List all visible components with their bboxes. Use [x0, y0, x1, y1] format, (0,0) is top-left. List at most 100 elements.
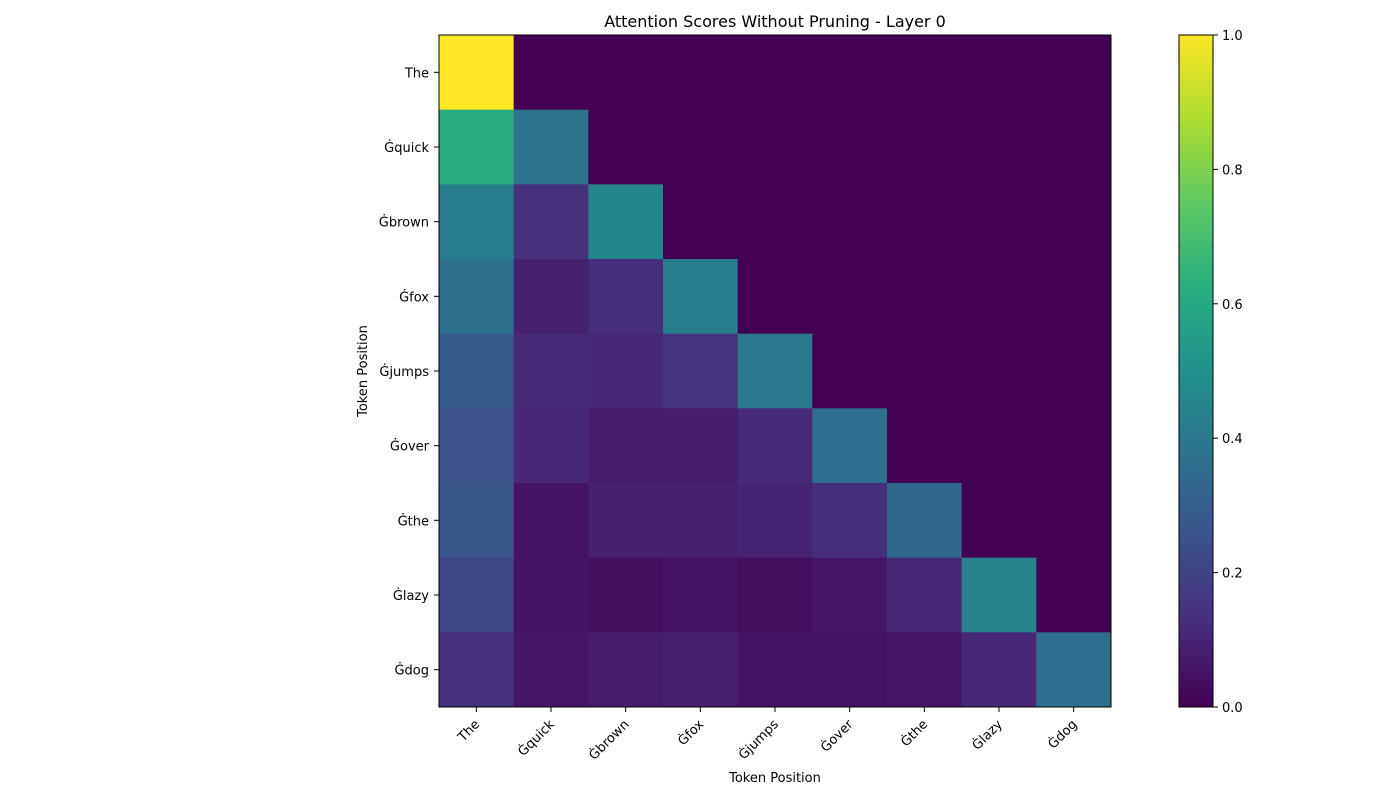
- heatmap-cell: [588, 109, 664, 185]
- colorbar-ticks: 0.0 0.2 0.4 0.6 0.8 1.0: [1213, 29, 1243, 716]
- x-tick-label: Ġdog: [1044, 716, 1080, 752]
- x-tick-label: Ġthe: [897, 716, 931, 750]
- heatmap-cell: [887, 184, 963, 260]
- heatmap-cell: [737, 259, 813, 335]
- heatmap-cell: [663, 557, 739, 633]
- heatmap-cell: [588, 483, 664, 559]
- colorbar-tick-label: 1.0: [1222, 29, 1243, 44]
- heatmap-cell: [1036, 109, 1112, 185]
- colorbar-tick-label: 0.0: [1222, 701, 1243, 716]
- heatmap-cell: [737, 557, 813, 633]
- heatmap-cell: [439, 408, 515, 484]
- heatmap-cell: [588, 184, 664, 260]
- heatmap-cell: [439, 557, 515, 633]
- heatmap-cell: [513, 259, 589, 335]
- x-tick-label: Ġover: [817, 715, 857, 755]
- heatmap-cell: [961, 184, 1037, 260]
- heatmap-cell: [1036, 483, 1112, 559]
- heatmap-cell: [961, 109, 1037, 185]
- heatmap-cell: [887, 408, 963, 484]
- x-tick-label: Ġlazy: [968, 716, 1006, 754]
- chart-title: Attention Scores Without Pruning - Layer…: [604, 12, 946, 31]
- x-axis-label: Token Position: [728, 771, 821, 786]
- colorbar-tick-label: 0.4: [1222, 432, 1243, 447]
- heatmap-cell: [663, 184, 739, 260]
- heatmap-cell: [1036, 632, 1112, 708]
- heatmap-cell: [513, 109, 589, 185]
- heatmap-cell: [737, 184, 813, 260]
- y-tick-label: Ġlazy: [393, 587, 429, 604]
- y-tick-label: Ġjumps: [379, 363, 429, 380]
- x-tick-label: The: [455, 717, 483, 745]
- heatmap-cell: [513, 333, 589, 409]
- y-tick-label: Ġthe: [398, 512, 429, 529]
- heatmap-cell: [439, 35, 515, 111]
- heatmap-cell: [588, 408, 664, 484]
- y-tick-label: Ġquick: [384, 139, 429, 156]
- heatmap-cell: [812, 408, 888, 484]
- heatmap-cell: [961, 333, 1037, 409]
- y-tick-label: Ġdog: [394, 662, 429, 679]
- heatmap-cell: [737, 483, 813, 559]
- heatmap-cell: [812, 333, 888, 409]
- x-tick-label: Ġjumps: [735, 716, 782, 763]
- heatmap-cell: [1036, 408, 1112, 484]
- heatmap-cell: [663, 632, 739, 708]
- heatmap-cell: [961, 259, 1037, 335]
- heatmap-cell: [663, 35, 739, 111]
- heatmap-cell: [1036, 259, 1112, 335]
- heatmap-cell: [887, 483, 963, 559]
- heatmap-cell: [812, 259, 888, 335]
- x-tick-label: Ġbrown: [585, 716, 633, 764]
- heatmap-cell: [961, 632, 1037, 708]
- heatmap-cell: [663, 483, 739, 559]
- heatmap-cell: [737, 35, 813, 111]
- colorbar: [1178, 34, 1214, 708]
- heatmap-cells: [439, 35, 1112, 708]
- colorbar-tick-label: 0.8: [1222, 163, 1243, 178]
- heatmap-cell: [513, 35, 589, 111]
- heatmap-cell: [588, 35, 664, 111]
- heatmap-cell: [513, 408, 589, 484]
- heatmap-cell: [439, 109, 515, 185]
- heatmap-cell: [663, 259, 739, 335]
- heatmap-cell: [961, 408, 1037, 484]
- heatmap-cell: [588, 632, 664, 708]
- heatmap-cell: [439, 632, 515, 708]
- heatmap-cell: [737, 632, 813, 708]
- heatmap-cell: [961, 557, 1037, 633]
- heatmap-cell: [1036, 184, 1112, 260]
- heatmap-cell: [887, 333, 963, 409]
- heatmap-cell: [887, 632, 963, 708]
- heatmap-cell: [812, 35, 888, 111]
- heatmap-cell: [1036, 35, 1112, 111]
- heatmap-cell: [961, 35, 1037, 111]
- colorbar-tick-label: 0.6: [1222, 298, 1243, 313]
- heatmap-cell: [588, 333, 664, 409]
- heatmap-cell: [812, 483, 888, 559]
- heatmap-cell: [812, 557, 888, 633]
- heatmap-cell: [439, 483, 515, 559]
- heatmap-cell: [737, 333, 813, 409]
- heatmap-cell: [812, 109, 888, 185]
- heatmap-cell: [887, 259, 963, 335]
- heatmap-cell: [812, 632, 888, 708]
- heatmap-cell: [439, 259, 515, 335]
- heatmap-cell: [1036, 333, 1112, 409]
- y-tick-label: Ġbrown: [379, 214, 429, 231]
- colorbar-tick-label: 0.2: [1222, 567, 1243, 582]
- heatmap-cell: [439, 333, 515, 409]
- heatmap-cell: [439, 184, 515, 260]
- heatmap-cell: [961, 483, 1037, 559]
- y-axis-ticks: The Ġquick Ġbrown Ġfox Ġjumps Ġover Ġthe Ġlazy Ġ…: [379, 66, 439, 679]
- heatmap-cell: [588, 557, 664, 633]
- heatmap-cell: [588, 259, 664, 335]
- y-tick-label: Ġover: [390, 438, 430, 455]
- heatmap-cell: [663, 333, 739, 409]
- x-axis-ticks: The Ġquick Ġbrown Ġfox Ġjumps Ġover Ġthe Ġlazy Ġ…: [455, 707, 1080, 764]
- heatmap-cell: [737, 408, 813, 484]
- heatmap-cell: [887, 35, 963, 111]
- y-axis-label: Token Position: [356, 325, 371, 418]
- x-tick-label: Ġfox: [674, 716, 707, 749]
